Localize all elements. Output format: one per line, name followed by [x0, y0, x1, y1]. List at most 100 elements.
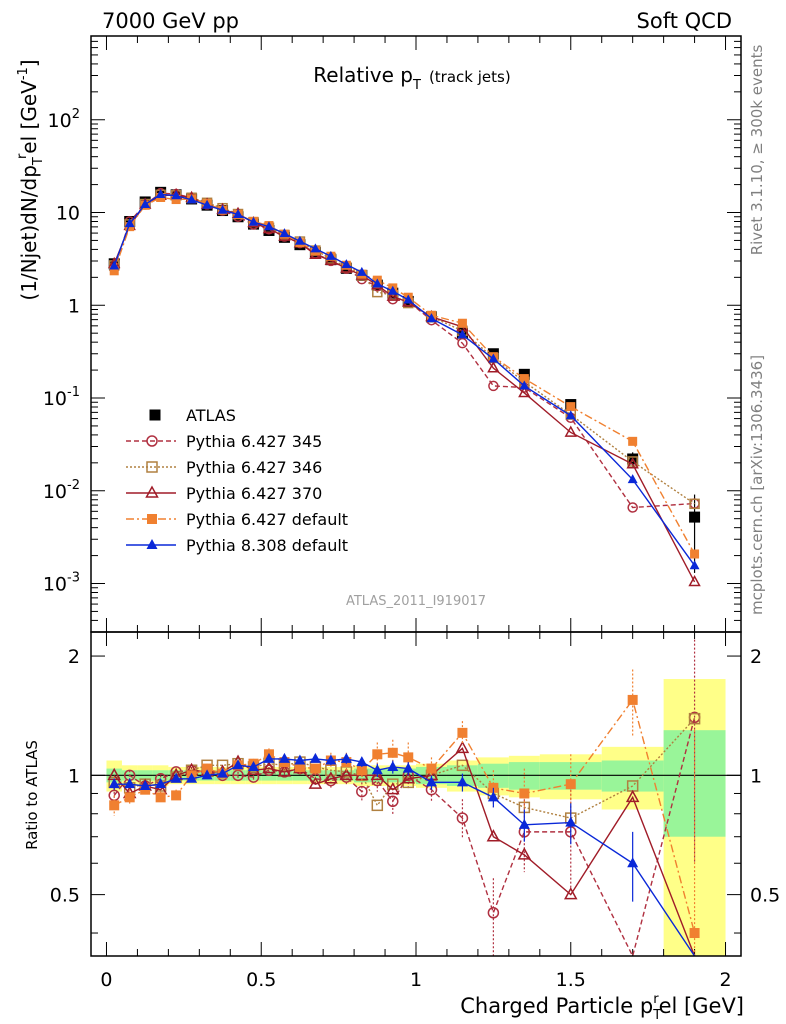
y-tick-label: 1	[68, 295, 80, 317]
ratio-series-marker	[426, 763, 437, 774]
ratio-series-line	[113, 747, 696, 957]
y-tick-base: 10	[48, 110, 72, 132]
main-series-marker	[124, 218, 135, 228]
ratio-series-marker	[372, 749, 383, 760]
ratio-series-marker	[278, 752, 290, 763]
main-series-marker	[171, 195, 181, 205]
ratio-series-marker	[232, 759, 244, 770]
main-series-marker	[387, 285, 398, 295]
ratio-series-marker	[563, 887, 578, 900]
main-series-layer	[107, 186, 701, 587]
ratio-series-marker	[186, 772, 198, 783]
main-series-marker	[217, 204, 228, 214]
ratio-series-marker	[487, 907, 500, 919]
legend-label: Pythia 6.427 370	[186, 484, 322, 503]
ratio-series-marker	[202, 763, 213, 774]
legend-entry: Pythia 6.427 345	[126, 432, 322, 451]
y-axis-label-tail: el [GeV	[17, 80, 41, 154]
y-tick-exponent: 2	[72, 107, 80, 122]
y-axis-label-sub: T	[31, 157, 46, 166]
y-tick-label: 102	[48, 107, 80, 132]
ratio-tick-label-right: 2	[750, 646, 762, 668]
y-tick-base: 10	[56, 203, 80, 225]
ratio-series-marker	[309, 752, 321, 763]
main-series-marker	[372, 286, 383, 298]
legend-data-marker	[149, 409, 161, 421]
legend-label: ATLAS	[186, 406, 236, 425]
ratio-uncertainty-bands	[106, 679, 726, 956]
main-series-marker	[688, 574, 701, 587]
main-series-marker	[689, 560, 700, 570]
main-series-marker	[565, 410, 576, 420]
ratio-frame	[90, 631, 742, 957]
ratio-tick-label: 1	[68, 765, 80, 787]
x-tick-label: 2	[719, 969, 731, 991]
ratio-series-marker	[386, 782, 400, 795]
legend-entry: Pythia 8.308 default	[126, 536, 348, 555]
main-series-marker	[310, 243, 321, 253]
header-left-label: 7000 GeV pp	[102, 9, 239, 33]
ratio-series-marker	[248, 760, 259, 771]
x-axis-label-sub: T	[652, 1008, 661, 1023]
ratio-series-marker	[519, 788, 530, 799]
y-axis-label-unit-sup: -1	[16, 67, 31, 80]
main-series-marker	[457, 318, 467, 328]
ratio-series-marker	[294, 761, 305, 772]
legend-marker	[147, 514, 157, 524]
ratio-series-marker	[124, 792, 135, 803]
ratio-series-marker	[263, 752, 275, 763]
ratio-series-marker	[627, 857, 639, 868]
ratio-series-marker	[139, 779, 151, 790]
ratio-series-marker	[371, 799, 384, 812]
main-series-marker	[109, 266, 119, 276]
ratio-series-marker	[387, 795, 399, 808]
ratio-series-marker	[401, 771, 416, 784]
x-tick-label: 1.5	[556, 969, 586, 991]
x-axis-label-sup: r	[653, 992, 659, 1007]
main-series-marker	[403, 294, 414, 304]
y-axis-label: (1/Njet)dN/dpTrel [GeV-1]	[15, 59, 46, 300]
ratio-series-marker	[201, 769, 213, 780]
main-series-marker	[564, 425, 577, 437]
main-series-marker	[488, 380, 499, 392]
ratio-series-layer	[107, 639, 701, 958]
ratio-series-marker	[689, 928, 700, 939]
main-series-marker	[386, 289, 400, 301]
main-series-marker	[325, 250, 336, 260]
main-series-marker	[627, 502, 638, 513]
ratio-series-marker	[625, 789, 640, 803]
main-series-marker	[627, 474, 638, 484]
x-axis-label-main: Charged Particle p	[460, 994, 653, 1018]
ratio-axes: 0 0.5 1 1.5 2 0.5 0.5 1 1 2 2	[50, 632, 780, 991]
y-tick-base: 10	[43, 388, 67, 410]
ratio-series-marker	[457, 727, 468, 738]
main-series-marker	[519, 380, 530, 390]
main-series-marker	[279, 228, 290, 238]
ratio-series-marker	[340, 752, 352, 763]
ratio-series-marker	[324, 771, 338, 784]
ratio-series-marker	[232, 769, 244, 782]
main-series-marker	[264, 221, 274, 231]
plot-title-subscript: T	[412, 78, 421, 93]
ratio-series-marker	[262, 761, 276, 774]
main-series-marker	[457, 329, 468, 339]
main-series-marker	[689, 498, 700, 510]
main-series-marker	[140, 199, 151, 209]
ratio-series-marker	[565, 816, 577, 827]
x-tick-label: 1	[410, 969, 422, 991]
x-axis-label: Charged Particle pTrel [GeV]	[460, 992, 744, 1023]
ratio-series-marker	[456, 759, 469, 772]
main-series-marker	[356, 266, 367, 276]
legend-entry: Pythia 6.427 default	[126, 510, 348, 529]
main-series-marker	[155, 189, 166, 199]
ratio-series-marker	[356, 765, 367, 776]
main-series-marker	[626, 457, 639, 469]
ratio-series-marker	[387, 760, 399, 771]
ratio-series-marker	[455, 740, 470, 754]
data-point	[263, 224, 275, 236]
y-tick-exponent: -2	[67, 478, 80, 493]
plot-frames	[90, 35, 742, 957]
x-axis-label-tail: el [GeV]	[659, 994, 744, 1018]
main-series-marker	[233, 209, 243, 219]
